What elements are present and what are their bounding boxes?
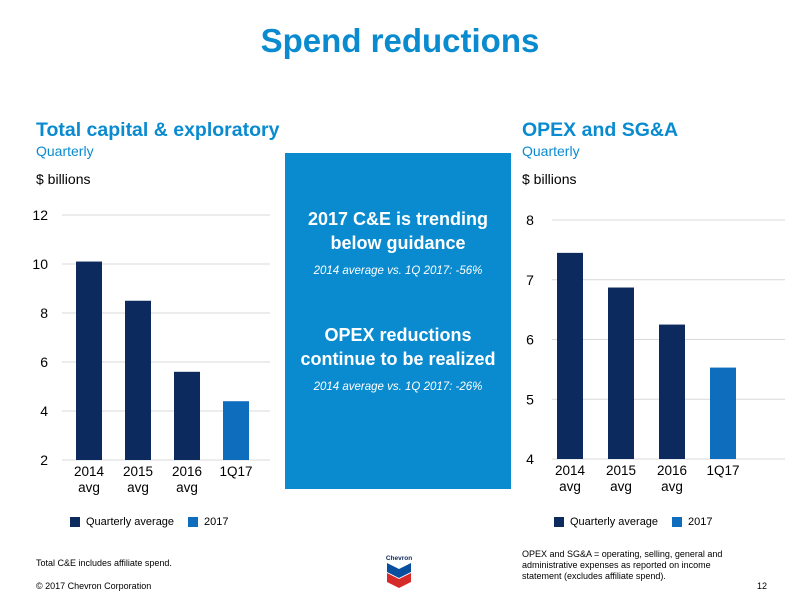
y-tick-label: 5 bbox=[526, 391, 534, 407]
bar bbox=[710, 367, 736, 459]
x-tick-label: avg bbox=[176, 480, 198, 495]
legend-swatch bbox=[554, 517, 564, 527]
opex-legend: Quarterly average 2017 bbox=[554, 516, 727, 528]
bar bbox=[76, 261, 102, 460]
legend-swatch bbox=[70, 517, 80, 527]
chevron-logo-top-stripe bbox=[387, 563, 411, 578]
capex-chart-subtitle: Quarterly bbox=[36, 143, 94, 159]
callout-heading-opex: OPEX reductions continue to be realized bbox=[285, 323, 511, 371]
callout-box: 2017 C&E is trending below guidance 2014… bbox=[285, 153, 511, 489]
y-tick-label: 8 bbox=[526, 212, 534, 228]
bar bbox=[608, 287, 634, 459]
bar bbox=[557, 252, 583, 459]
legend-label: Quarterly average bbox=[570, 516, 659, 528]
y-tick-label: 10 bbox=[32, 256, 48, 272]
y-tick-label: 4 bbox=[526, 451, 534, 467]
footnote-line: OPEX and SG&A = operating, selling, gene… bbox=[522, 549, 723, 559]
opex-chart-title: OPEX and SG&A bbox=[522, 119, 679, 141]
bar bbox=[174, 371, 200, 460]
page-number: 12 bbox=[757, 581, 768, 591]
capex-chart-unit: $ billions bbox=[36, 171, 91, 187]
x-tick-label: 1Q17 bbox=[219, 464, 252, 479]
legend-item-2017: 2017 bbox=[188, 516, 229, 528]
y-tick-label: 6 bbox=[526, 332, 534, 348]
copyright: © 2017 Chevron Corporation bbox=[36, 581, 152, 591]
y-tick-label: 7 bbox=[526, 272, 534, 288]
legend-swatch bbox=[672, 517, 683, 527]
y-tick-label: 6 bbox=[40, 354, 48, 370]
x-tick-label: 2015 bbox=[606, 463, 636, 478]
x-tick-label: 2016 bbox=[172, 464, 202, 479]
legend-item-quarterly-average: Quarterly average bbox=[70, 516, 174, 528]
capex-chart-panel: Total capital & exploratory Quarterly $ … bbox=[36, 119, 279, 187]
y-tick-label: 2 bbox=[40, 452, 48, 468]
chevron-logo: Chevron bbox=[386, 555, 412, 588]
callout-heading-line: continue to be realized bbox=[300, 349, 496, 369]
x-tick-label: 2014 bbox=[555, 463, 586, 478]
legend-item-quarterly-average: Quarterly average bbox=[554, 516, 658, 528]
x-tick-label: avg bbox=[127, 480, 149, 495]
opex-chart-panel: OPEX and SG&A Quarterly $ billions bbox=[522, 119, 678, 187]
chevron-logo-bottom-stripe bbox=[387, 573, 411, 588]
y-tick-label: 8 bbox=[40, 305, 48, 321]
legend-label: 2017 bbox=[688, 516, 713, 528]
legend-swatch bbox=[188, 517, 199, 527]
callout-heading-line: OPEX reductions bbox=[324, 325, 472, 345]
slide-title: Spend reductions bbox=[260, 22, 540, 59]
y-tick-label: 12 bbox=[32, 207, 48, 223]
x-tick-label: 2014 bbox=[74, 464, 105, 479]
footnote-line: administrative expenses as reported on i… bbox=[522, 560, 711, 570]
legend-label: 2017 bbox=[204, 516, 229, 528]
callout-heading-line: below guidance bbox=[330, 233, 466, 253]
x-tick-label: 2016 bbox=[657, 463, 687, 478]
x-tick-label: 2015 bbox=[123, 464, 153, 479]
capex-legend: Quarterly average 2017 bbox=[70, 516, 243, 528]
chevron-logo-wordmark: Chevron bbox=[386, 555, 412, 562]
footnote-line: statement (excludes affiliate spend). bbox=[522, 571, 666, 581]
x-tick-label: avg bbox=[610, 479, 632, 494]
callout-heading-line: 2017 C&E is trending bbox=[307, 209, 489, 229]
callout-heading-ce: 2017 C&E is trending below guidance bbox=[285, 207, 511, 255]
legend-item-2017: 2017 bbox=[672, 516, 713, 528]
x-tick-label: avg bbox=[559, 479, 581, 494]
footnote-right: OPEX and SG&A = operating, selling, gene… bbox=[522, 549, 722, 582]
bar bbox=[125, 300, 151, 460]
callout-subtext-ce: 2014 average vs. 1Q 2017: -56% bbox=[313, 265, 483, 277]
bar bbox=[223, 401, 249, 460]
x-tick-label: avg bbox=[661, 479, 683, 494]
callout-subtext-opex: 2014 average vs. 1Q 2017: -26% bbox=[313, 381, 483, 393]
bar bbox=[659, 324, 685, 459]
legend-label: Quarterly average bbox=[86, 516, 175, 528]
opex-chart-subtitle: Quarterly bbox=[522, 143, 580, 159]
capex-chart-title: Total capital & exploratory bbox=[36, 119, 280, 141]
x-tick-label: avg bbox=[78, 480, 100, 495]
y-tick-label: 4 bbox=[40, 403, 48, 419]
footnote-left: Total C&E includes affiliate spend. bbox=[36, 558, 172, 568]
x-tick-label: 1Q17 bbox=[706, 463, 739, 478]
opex-chart-unit: $ billions bbox=[522, 171, 577, 187]
